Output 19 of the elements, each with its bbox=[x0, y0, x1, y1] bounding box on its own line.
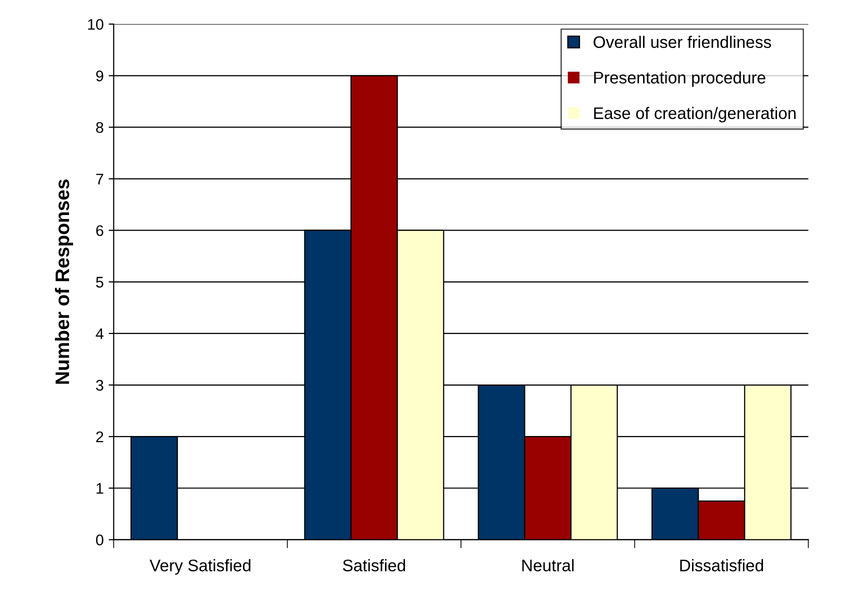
y-tick-label: 10 bbox=[88, 18, 104, 30]
y-tick-label: 0 bbox=[96, 534, 104, 546]
y-tick-label: 4 bbox=[96, 328, 104, 339]
y-tick-label: 9 bbox=[96, 70, 104, 82]
y-tick-label: 1 bbox=[96, 483, 104, 494]
y-axis-title: Number of Responses bbox=[54, 180, 74, 384]
x-tick-label: Satisfied bbox=[342, 559, 406, 572]
legend-label: Presentation procedure bbox=[594, 71, 766, 87]
y-tick-label: 7 bbox=[96, 174, 104, 184]
y-tick-label: 5 bbox=[96, 276, 104, 288]
y-tick-label: 8 bbox=[96, 122, 104, 133]
legend-label: Ease of creation/generation bbox=[594, 106, 796, 122]
x-tick-label: Dissatisfied bbox=[680, 559, 764, 572]
x-tick-label: Very Satisfied bbox=[150, 559, 250, 575]
y-tick-label: 2 bbox=[96, 431, 104, 442]
y-tick-label: 6 bbox=[96, 225, 104, 236]
legend-label: Overall user friendliness bbox=[594, 36, 771, 48]
y-tick-label: 3 bbox=[96, 380, 104, 391]
x-tick-label: Neutral bbox=[522, 559, 574, 572]
